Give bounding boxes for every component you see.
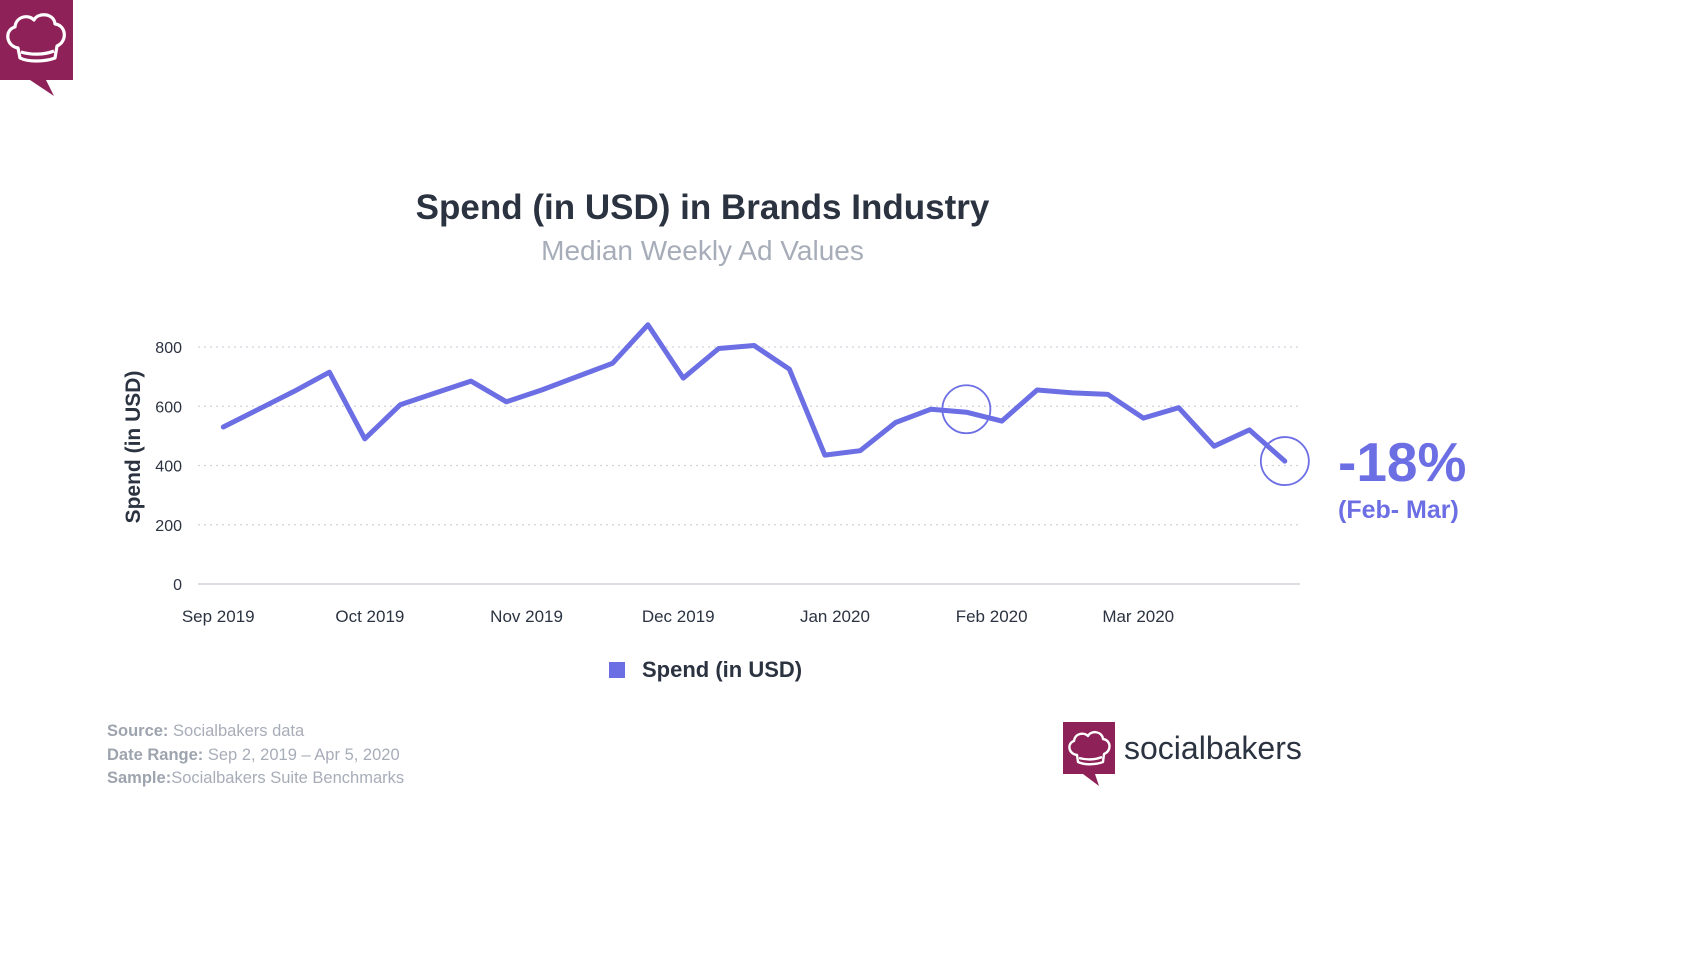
gridlines	[198, 346, 1300, 526]
footnotes: Source: Socialbakers data Date Range: Se…	[107, 720, 404, 791]
y-axis-ticks: 0 200 400 600 800	[155, 340, 182, 594]
x-tick-label: Oct 2019	[335, 607, 404, 626]
x-tick-label: Feb 2020	[956, 607, 1028, 626]
brand-chef-hat-icon	[1063, 722, 1115, 786]
footnote-date-range-label: Date Range:	[107, 745, 204, 764]
series-line	[220, 322, 1288, 464]
y-tick-label: 600	[155, 399, 182, 416]
legend-label: Spend (in USD)	[642, 657, 802, 682]
x-tick-label: Dec 2019	[642, 607, 715, 626]
series-layer	[220, 322, 1288, 464]
brand-logo: socialbakers	[1063, 722, 1303, 788]
x-tick-label: Mar 2020	[1102, 607, 1174, 626]
chart-subtitle: Median Weekly Ad Values	[541, 235, 864, 266]
highlight-circle	[1259, 436, 1310, 486]
callout-range: (Feb- Mar)	[1338, 496, 1459, 524]
x-axis-ticks: Sep 2019 Oct 2019 Nov 2019 Dec 2019 Jan 2020…	[182, 607, 1174, 626]
legend: Spend (in USD)	[609, 657, 802, 682]
chef-hat-logo-icon	[0, 0, 73, 96]
footnote-date-range: Date Range: Sep 2, 2019 – Apr 5, 2020	[107, 744, 404, 768]
footnote-source-value: Socialbakers data	[173, 722, 305, 740]
footnote-sample: Sample:Socialbakers Suite Benchmarks	[107, 767, 404, 791]
x-tick-label: Jan 2020	[800, 607, 870, 626]
y-tick-label: 400	[155, 459, 182, 476]
corner-logo	[0, 0, 73, 98]
y-tick-label: 200	[155, 518, 182, 535]
legend-swatch	[609, 662, 625, 678]
chart-title: Spend (in USD) in Brands Industry	[415, 188, 990, 227]
footnote-date-range-value: Sep 2, 2019 – Apr 5, 2020	[207, 745, 400, 764]
highlight-circles	[941, 384, 1310, 486]
callout-percent: -18%	[1338, 431, 1467, 493]
x-tick-label: Nov 2019	[490, 607, 563, 626]
x-tick-label: Sep 2019	[182, 607, 255, 626]
footnote-source-label: Source:	[107, 722, 169, 740]
footnote-sample-value: Socialbakers Suite Benchmarks	[171, 769, 405, 787]
footnote-sample-label: Sample:	[107, 769, 172, 787]
y-tick-label: 800	[155, 340, 182, 357]
brand-name: socialbakers	[1124, 730, 1302, 766]
highlight-circle	[941, 384, 992, 435]
footnote-source: Source: Socialbakers data	[107, 720, 404, 744]
y-axis-label: Spend (in USD)	[122, 371, 145, 524]
y-tick-label: 0	[173, 577, 182, 594]
